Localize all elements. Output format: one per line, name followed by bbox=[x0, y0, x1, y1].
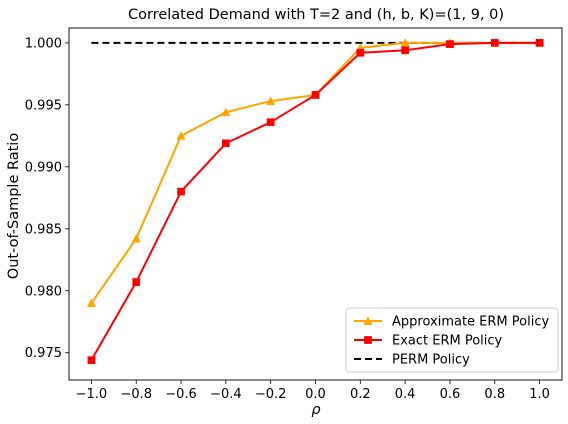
x-tick-label: −0.2 bbox=[255, 387, 287, 402]
data-point-marker bbox=[401, 46, 409, 55]
legend-label: PERM Policy bbox=[392, 353, 470, 368]
x-tick-label: 0.2 bbox=[350, 387, 371, 402]
data-point-marker bbox=[535, 39, 544, 47]
y-tick-label: 1.000 bbox=[25, 36, 62, 51]
x-tick-label: −0.4 bbox=[210, 387, 242, 402]
x-axis: −1.0 −0.8 −0.6 −0.4 −0.2 0.0 0.2 0.4 0.6 0.8 1.0 bbox=[76, 380, 550, 402]
x-tick-label: −1.0 bbox=[76, 387, 108, 402]
x-tick-label: 0.8 bbox=[484, 387, 505, 402]
x-tick-label: 0.4 bbox=[395, 387, 416, 402]
y-axis: 0.975 0.980 0.985 0.990 0.995 1.000 bbox=[25, 36, 69, 361]
data-point-marker bbox=[266, 118, 275, 127]
series-line bbox=[90, 41, 540, 304]
y-axis-label: Out-of-Sample Ratio bbox=[6, 133, 22, 280]
x-tick-label: −0.6 bbox=[165, 387, 197, 402]
legend-item: Approximate ERM Policy bbox=[354, 315, 549, 330]
legend-label: Exact ERM Policy bbox=[392, 334, 503, 349]
legend-label: Approximate ERM Policy bbox=[392, 315, 549, 330]
data-point-marker bbox=[176, 131, 186, 140]
legend-marker bbox=[364, 336, 372, 344]
series-exact-erm-policy bbox=[87, 39, 544, 365]
chart-title: Correlated Demand with T=2 and (h, b, K)… bbox=[128, 7, 504, 23]
legend: Approximate ERM Policy Exact ERM Policy PE… bbox=[345, 307, 559, 373]
data-point-marker bbox=[132, 278, 141, 286]
x-tick-label: 0.6 bbox=[440, 387, 461, 402]
data-point-marker bbox=[400, 38, 410, 47]
series-approximate-erm-policy bbox=[86, 38, 545, 307]
x-tick-label: 1.0 bbox=[529, 387, 550, 402]
legend-marker bbox=[363, 316, 373, 325]
data-point-marker bbox=[311, 91, 320, 99]
data-point-marker bbox=[490, 39, 499, 47]
y-tick-label: 0.995 bbox=[25, 98, 62, 113]
y-tick-label: 0.985 bbox=[25, 222, 62, 237]
plot-area bbox=[86, 38, 545, 365]
y-tick-label: 0.980 bbox=[25, 284, 62, 299]
x-tick-label: −0.8 bbox=[120, 387, 152, 402]
data-point-marker bbox=[177, 187, 185, 196]
x-axis-label: ρ bbox=[311, 402, 321, 418]
data-point-marker bbox=[446, 40, 454, 48]
legend-item: PERM Policy bbox=[354, 353, 470, 368]
data-point-marker bbox=[221, 107, 231, 117]
legend-item: Exact ERM Policy bbox=[354, 334, 503, 349]
data-point-marker bbox=[87, 356, 96, 365]
y-tick-label: 0.975 bbox=[25, 346, 62, 361]
legend-box bbox=[345, 307, 559, 373]
data-point-marker bbox=[356, 48, 365, 57]
data-point-marker bbox=[266, 96, 276, 105]
data-point-marker bbox=[86, 298, 97, 307]
y-tick-label: 0.990 bbox=[25, 160, 62, 175]
data-point-marker bbox=[222, 139, 230, 148]
x-tick-label: 0.0 bbox=[305, 387, 326, 402]
data-point-marker bbox=[131, 233, 141, 243]
